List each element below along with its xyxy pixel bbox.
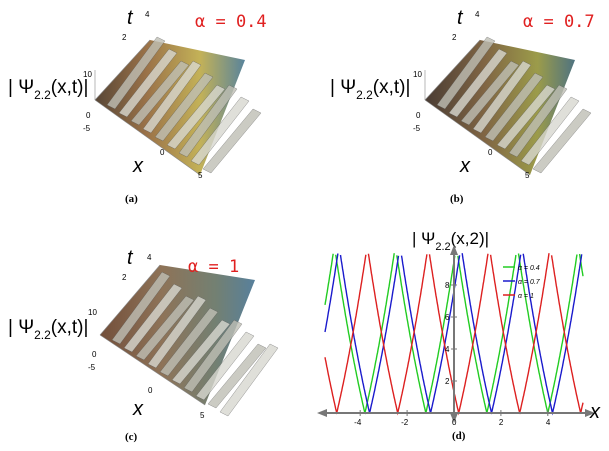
alpha-label-a: α = 0.4 <box>195 12 267 32</box>
y-tick-label: 4 <box>445 345 450 354</box>
surface-ridge <box>183 319 243 393</box>
t-tick: 2 <box>452 33 457 42</box>
zlabel-c: | Ψ2.2(x,t)| <box>8 317 88 342</box>
t-tick: 2 <box>122 33 127 42</box>
surface-ridge <box>106 36 166 110</box>
surface-ridge <box>520 96 580 166</box>
alpha-label-c: α = 1 <box>188 257 239 277</box>
surface-ridge <box>147 295 207 369</box>
surface-ridges <box>436 36 592 174</box>
legend-label: α = 0.4 <box>518 265 540 272</box>
zlabel-a: | Ψ2.2(x,t)| <box>8 77 88 102</box>
surface-ridge <box>190 96 250 166</box>
surface-plot-a: | Ψ2.2(x,t)| 10 0 -5 t 2 4 x 0 5 α = 0.4… <box>8 7 267 205</box>
t-tick: 2 <box>122 273 127 282</box>
t-axis-label: t <box>457 7 464 29</box>
x-axis-arrow <box>585 409 595 417</box>
surface-ridge <box>135 295 195 361</box>
x-tick-label: -2 <box>401 418 409 427</box>
z-tick: -5 <box>83 124 91 133</box>
surface-ridge <box>496 84 556 150</box>
x-axis-label: x <box>459 155 471 177</box>
caption-b: (b) <box>450 193 464 205</box>
x-tick: 0 <box>148 386 153 395</box>
surface-ridge <box>436 36 496 110</box>
t-axis-label: t <box>127 247 134 269</box>
surface-ridge <box>460 60 520 126</box>
zlabel-b: | Ψ2.2(x,t)| <box>330 77 410 102</box>
surface-ridge <box>171 319 231 385</box>
surface-ridge <box>154 72 214 142</box>
surface-ridge <box>448 48 508 118</box>
surface-ridge <box>166 84 226 150</box>
x-axis-label: x <box>589 401 601 423</box>
x-tick: 0 <box>160 148 165 157</box>
z-tick: 10 <box>413 70 422 79</box>
surface-ridge <box>532 108 592 174</box>
surface-ridge <box>111 271 171 345</box>
z-tick: 10 <box>83 70 92 79</box>
surface-plot-c: | Ψ2.2(x,t)| 10 0 -5 t 2 4 x 0 5 α = 1 (… <box>8 247 279 443</box>
x-tick: 0 <box>488 148 493 157</box>
z-tick: -5 <box>413 124 421 133</box>
x-tick: 5 <box>200 411 205 420</box>
surface-ridge <box>178 84 238 158</box>
surface-ridge <box>159 307 219 377</box>
y-axis-arrow-bottom <box>450 413 458 423</box>
surface-ridge <box>472 60 532 134</box>
t-axis-label: t <box>127 7 134 29</box>
y-tick-label: 2 <box>445 377 450 386</box>
z-tick: 0 <box>92 350 97 359</box>
surface-ridge <box>202 108 262 174</box>
x-tick: 5 <box>525 171 530 180</box>
x-tick-label: 0 <box>452 418 457 427</box>
caption-d: (d) <box>452 430 466 442</box>
surface-ridge <box>207 343 267 409</box>
surface-ridge <box>195 331 255 401</box>
surface-plot-b: | Ψ2.2(x,t)| 10 0 -5 t 2 4 x 0 5 α = 0.7… <box>330 7 595 205</box>
t-tick: 4 <box>475 10 480 19</box>
x-tick-label: -4 <box>354 418 362 427</box>
line-chart-d: | Ψ2.2(x,2)| -4 -2 0 2 4 2 4 6 8 α = 0.4 α = 0.7 α … <box>317 229 601 442</box>
x-axis-label: x <box>132 155 144 177</box>
y-axis-arrow <box>450 245 458 255</box>
x-tick-label: 2 <box>499 418 504 427</box>
surface-ridge <box>142 60 202 134</box>
surface-ridges <box>111 271 279 417</box>
alpha-label-b: α = 0.7 <box>523 12 595 32</box>
t-tick: 4 <box>145 10 150 19</box>
surface-ridge <box>484 72 544 142</box>
t-tick: 4 <box>147 253 152 262</box>
z-tick: 0 <box>86 111 91 120</box>
caption-a: (a) <box>125 193 138 205</box>
y-tick-label: 6 <box>445 313 450 322</box>
surface-ridge <box>118 48 178 118</box>
z-tick: 0 <box>416 111 421 120</box>
y-tick-label: 8 <box>445 281 450 290</box>
surface-ridges <box>106 36 262 174</box>
x-tick-label: 4 <box>546 418 551 427</box>
legend-label: α = 0.7 <box>518 279 541 286</box>
surface-ridge <box>130 60 190 126</box>
surface-ridge <box>219 343 279 417</box>
surface-ridge <box>508 84 568 158</box>
caption-c: (c) <box>125 431 138 443</box>
x-axis-arrow-left <box>317 409 327 417</box>
z-tick: 10 <box>88 308 97 317</box>
surface-ridge <box>123 283 183 353</box>
z-tick: -5 <box>88 363 96 372</box>
x-axis-label: x <box>132 398 144 420</box>
x-tick: 5 <box>198 171 203 180</box>
chart-title: | Ψ2.2(x,2)| <box>412 229 489 253</box>
legend-label: α = 1 <box>518 293 534 300</box>
